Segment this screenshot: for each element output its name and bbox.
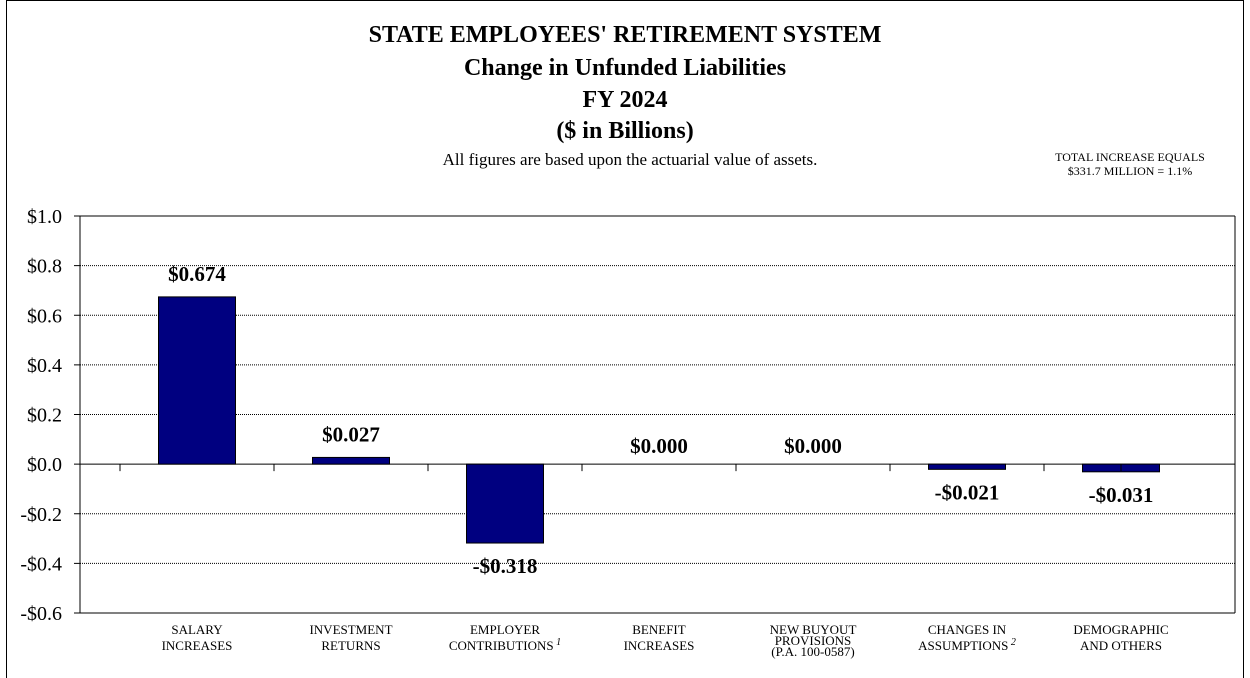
y-tick-label: $0.4	[27, 355, 62, 377]
footnote-marker: 1	[554, 637, 562, 648]
y-tick-label: -$0.6	[20, 603, 62, 625]
data-label: $0.000	[784, 434, 842, 458]
category-label: INCREASES	[624, 638, 695, 653]
category-label: NEW BUYOUT	[770, 622, 857, 637]
category-label: RETURNS	[321, 638, 380, 653]
units-label: ($ in Billions)	[556, 118, 694, 144]
category-label: AND OTHERS	[1080, 638, 1162, 653]
total-increase-note-line1: TOTAL INCREASE EQUALS	[1055, 150, 1205, 164]
category-label: EMPLOYER	[470, 622, 540, 637]
y-tick-label: $0.8	[27, 256, 62, 278]
data-label: $0.674	[168, 262, 226, 286]
basis-note: All figures are based upon the actuarial…	[442, 150, 818, 169]
category-label: CONTRIBUTIONS 1	[449, 637, 561, 653]
bar	[312, 456, 390, 465]
y-tick-label: -$0.2	[20, 504, 62, 526]
category-label: ASSUMPTIONS 2	[918, 637, 1016, 653]
category-label: CHANGES IN	[928, 622, 1007, 637]
category-label: INVESTMENT	[309, 622, 392, 637]
chart-title: STATE EMPLOYEES' RETIREMENT SYSTEM	[368, 22, 882, 48]
data-label: $0.027	[322, 422, 380, 446]
category-label: PROVISIONS	[775, 633, 852, 648]
category-label: INCREASES	[162, 638, 233, 653]
y-tick-label: $1.0	[27, 206, 62, 228]
data-label: -$0.021	[935, 480, 1000, 504]
bar	[158, 296, 236, 465]
footnote-marker: 2	[1008, 637, 1016, 648]
total-increase-note-line2: $331.7 MILLION = 1.1%	[1067, 164, 1193, 178]
category-label: BENEFIT	[632, 622, 686, 637]
y-tick-label: -$0.4	[20, 553, 62, 575]
chart-subtitle-line: Change in Unfunded Liabilities	[463, 55, 787, 81]
total-increase-note: TOTAL INCREASE EQUALS $331.7 MILLION = 1…	[1020, 150, 1240, 178]
chart-frame	[6, 0, 1244, 678]
fiscal-year-label: FY 2024	[582, 87, 668, 113]
y-tick-label: $0.6	[27, 305, 62, 327]
y-tick-label: $0.0	[27, 454, 62, 476]
data-label: -$0.318	[473, 554, 538, 578]
bar	[928, 463, 1006, 470]
category-label: DEMOGRAPHIC	[1073, 622, 1168, 637]
bar	[466, 463, 544, 544]
category-label: (P.A. 100-0587)	[771, 644, 854, 659]
data-label: -$0.031	[1089, 483, 1154, 507]
y-tick-label: $0.2	[27, 405, 62, 427]
category-label: SALARY	[171, 622, 223, 637]
data-label: $0.000	[630, 434, 688, 458]
